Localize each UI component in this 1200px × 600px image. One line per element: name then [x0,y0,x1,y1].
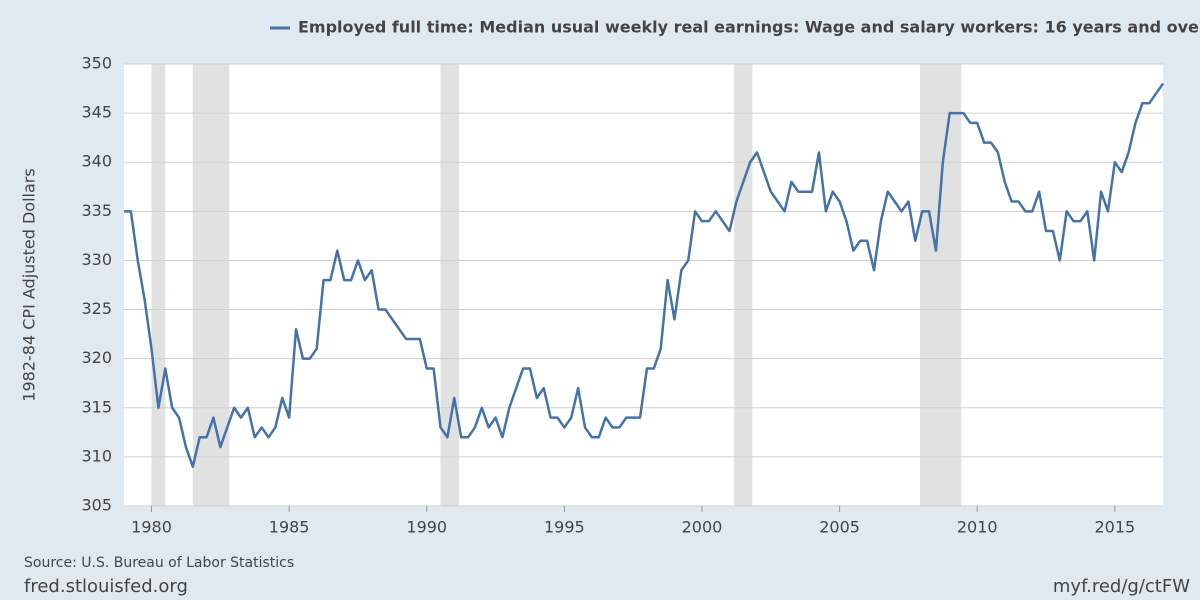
y-tick-label: 330 [81,250,112,269]
x-tick-label: 1985 [269,518,310,537]
legend-label: Employed full time: Median usual weekly … [298,18,1200,37]
x-tick-label: 1990 [406,518,447,537]
y-tick-label: 345 [81,103,112,122]
short-link: myf.red/g/ctFW [1053,576,1190,597]
data-line [124,82,1165,468]
recession-band [734,64,753,506]
y-tick-label: 350 [81,54,112,73]
site: fred.stlouisfed.org [24,576,188,597]
y-axis-label: 1982-84 CPI Adjusted Dollars [20,168,39,401]
y-tick-label: 335 [81,201,112,220]
x-tick-label: 1995 [544,518,585,537]
x-tick-label: 2005 [819,518,860,537]
source: Source: U.S. Bureau of Labor Statistics [24,555,294,571]
recession-band [919,64,962,506]
y-tick-label: 305 [81,496,112,515]
y-tick-label: 340 [81,152,112,171]
plot-area [124,64,1163,506]
recession-band [440,64,459,506]
x-tick-label: 1980 [131,518,172,537]
x-tick-label: 2010 [957,518,998,537]
x-tick-label: 2015 [1094,518,1135,537]
x-tick-label: 2000 [682,518,723,537]
y-tick-label: 315 [81,397,112,416]
recession-band [151,64,166,506]
y-tick-label: 325 [81,299,112,318]
recession-band [192,64,230,506]
y-tick-label: 310 [81,446,112,465]
y-tick-label: 320 [81,348,112,367]
